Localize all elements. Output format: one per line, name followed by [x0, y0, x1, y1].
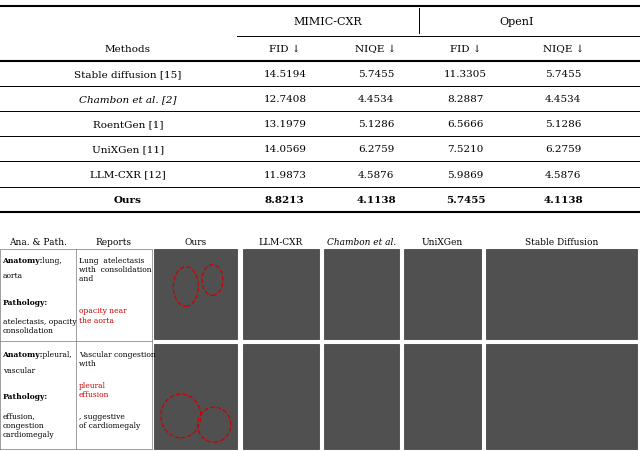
Text: Vascular congestion
with: Vascular congestion with — [79, 350, 156, 368]
FancyBboxPatch shape — [154, 250, 237, 340]
FancyBboxPatch shape — [324, 344, 399, 449]
Text: FID ↓: FID ↓ — [269, 45, 301, 54]
Text: OpenI: OpenI — [500, 17, 534, 27]
Text: 4.5876: 4.5876 — [545, 170, 581, 179]
Text: 12.7408: 12.7408 — [263, 95, 307, 104]
Text: UniXGen [11]: UniXGen [11] — [92, 145, 164, 154]
Text: LLM-CXR: LLM-CXR — [259, 238, 303, 247]
Text: Stable Diffusion: Stable Diffusion — [525, 238, 598, 247]
Text: Ana. & Path.: Ana. & Path. — [9, 238, 67, 247]
Text: aorta: aorta — [3, 272, 22, 280]
Text: 8.2887: 8.2887 — [447, 95, 484, 104]
Text: 4.1138: 4.1138 — [356, 195, 396, 204]
Text: effusion,
congestion
cardiomegaly: effusion, congestion cardiomegaly — [3, 412, 54, 438]
Text: 14.0569: 14.0569 — [263, 145, 307, 154]
Text: 5.7455: 5.7455 — [358, 70, 394, 79]
Text: 13.1979: 13.1979 — [263, 120, 307, 129]
Text: Anatomy:: Anatomy: — [3, 350, 43, 359]
Text: 4.4534: 4.4534 — [358, 95, 394, 104]
Text: Ours: Ours — [114, 195, 142, 204]
Text: 6.2759: 6.2759 — [545, 145, 581, 154]
Text: LLM-CXR [12]: LLM-CXR [12] — [90, 170, 166, 179]
Text: opacity near
the aorta: opacity near the aorta — [79, 307, 126, 324]
Text: Pathology:: Pathology: — [3, 298, 48, 306]
Text: 11.3305: 11.3305 — [444, 70, 487, 79]
Text: MIMIC-CXR: MIMIC-CXR — [294, 17, 362, 27]
Text: 5.1286: 5.1286 — [545, 120, 581, 129]
Text: vascular: vascular — [3, 366, 35, 374]
FancyBboxPatch shape — [404, 250, 481, 340]
FancyBboxPatch shape — [154, 344, 237, 449]
Text: lung,: lung, — [40, 256, 61, 264]
Text: 5.7455: 5.7455 — [446, 195, 485, 204]
Text: Pathology:: Pathology: — [3, 392, 48, 400]
Text: UniXGen: UniXGen — [422, 238, 463, 247]
Text: 4.5876: 4.5876 — [358, 170, 394, 179]
Text: , suggestive
of cardiomegaly: , suggestive of cardiomegaly — [79, 412, 140, 429]
Text: Ours: Ours — [185, 238, 207, 247]
FancyBboxPatch shape — [243, 344, 319, 449]
Text: Stable diffusion [15]: Stable diffusion [15] — [74, 70, 182, 79]
Text: pleural
effusion: pleural effusion — [79, 381, 109, 398]
FancyBboxPatch shape — [486, 344, 637, 449]
Text: pleural,: pleural, — [40, 350, 72, 359]
Text: 6.5666: 6.5666 — [447, 120, 484, 129]
Text: Reports: Reports — [95, 238, 132, 247]
Text: 5.9869: 5.9869 — [447, 170, 484, 179]
Text: 14.5194: 14.5194 — [263, 70, 307, 79]
FancyBboxPatch shape — [324, 250, 399, 340]
Text: 8.8213: 8.8213 — [265, 195, 305, 204]
Text: 11.9873: 11.9873 — [263, 170, 307, 179]
Text: Lung  atelectasis
with  consolidation
and: Lung atelectasis with consolidation and — [79, 256, 151, 283]
Text: NIQE ↓: NIQE ↓ — [355, 45, 397, 54]
FancyBboxPatch shape — [404, 344, 481, 449]
Text: 7.5210: 7.5210 — [447, 145, 484, 154]
Text: Anatomy:: Anatomy: — [3, 256, 43, 264]
Text: 4.4534: 4.4534 — [545, 95, 581, 104]
FancyBboxPatch shape — [486, 250, 637, 340]
Text: FID ↓: FID ↓ — [450, 45, 481, 54]
Text: NIQE ↓: NIQE ↓ — [543, 45, 584, 54]
Text: RoentGen [1]: RoentGen [1] — [93, 120, 163, 129]
Text: 6.2759: 6.2759 — [358, 145, 394, 154]
Text: 5.1286: 5.1286 — [358, 120, 394, 129]
Text: Chambon et al. [2]: Chambon et al. [2] — [79, 95, 177, 104]
Text: Methods: Methods — [105, 45, 151, 54]
Text: 5.7455: 5.7455 — [545, 70, 581, 79]
Text: 4.1138: 4.1138 — [543, 195, 583, 204]
Text: atelectasis, opacity
consolidation: atelectasis, opacity consolidation — [3, 318, 76, 335]
FancyBboxPatch shape — [243, 250, 319, 340]
Text: Chambon et al.: Chambon et al. — [327, 238, 396, 247]
